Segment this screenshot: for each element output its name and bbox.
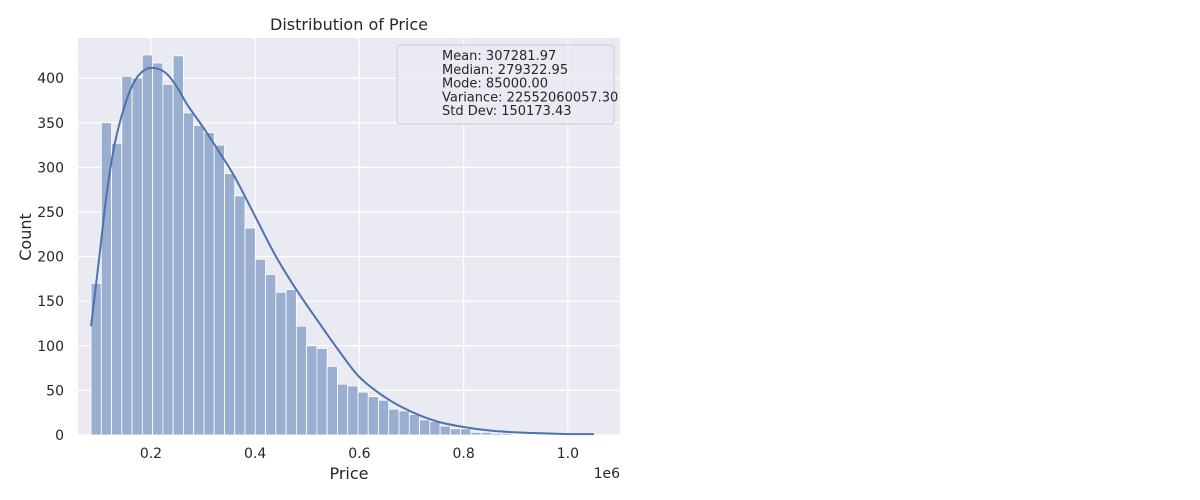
- x-tick-label: 0.4: [244, 446, 266, 462]
- histogram-bar: [152, 62, 164, 436]
- histogram-bar: [234, 195, 246, 436]
- histogram-bar: [378, 399, 390, 436]
- y-tick-label: 150: [37, 294, 64, 310]
- histogram-bar: [460, 428, 472, 436]
- histogram-bar: [491, 432, 503, 436]
- histogram-bar: [306, 345, 318, 436]
- histogram-bar: [295, 325, 308, 436]
- stats-legend-line: Median: 279322.95: [442, 63, 568, 78]
- x-tick-label: 0.8: [453, 446, 475, 462]
- histogram-bar: [224, 173, 236, 436]
- histogram-bar: [203, 132, 215, 436]
- x-tick-label: 0.6: [348, 446, 370, 462]
- y-tick-label: 250: [37, 205, 64, 221]
- histogram-bar: [501, 432, 513, 436]
- histogram-bar: [162, 83, 174, 436]
- histogram-bar: [265, 274, 277, 436]
- stats-legend-line: Mean: 307281.97: [442, 49, 556, 64]
- x-tick-label: 0.2: [140, 446, 162, 462]
- histogram-bar: [398, 410, 410, 436]
- histogram-bar: [254, 258, 266, 436]
- histogram-bar: [183, 112, 195, 436]
- histogram-bar: [388, 408, 400, 436]
- histogram-bar: [357, 391, 369, 436]
- histogram-bar: [419, 419, 431, 436]
- histogram-bar: [532, 433, 544, 436]
- histogram-bar: [111, 142, 123, 436]
- y-tick-label: 0: [55, 428, 64, 444]
- x-axis-ticks: 0.2 0.4 0.6 0.8 1.0: [140, 446, 579, 462]
- y-tick-label: 350: [37, 116, 64, 132]
- x-axis-offset-label: 1e6: [594, 466, 621, 482]
- y-axis-label: Count: [16, 213, 35, 261]
- histogram-bar: [193, 125, 205, 436]
- histogram-bar: [213, 144, 225, 436]
- histogram-bar: [439, 425, 451, 436]
- histogram-bar: [172, 55, 184, 436]
- stats-legend-box: [396, 44, 615, 125]
- kde-curve: [90, 66, 594, 436]
- stats-legend-line: Mode: 85000.00: [442, 77, 548, 92]
- chart-title: Distribution of Price: [270, 15, 428, 34]
- x-tick-label: 1.0: [557, 446, 579, 462]
- y-tick-label: 400: [37, 71, 64, 87]
- histogram-bar: [244, 227, 256, 436]
- y-axis-ticks: 0 50 100 150 200 250 300 350 400: [37, 71, 64, 444]
- histogram-bars: [90, 54, 595, 436]
- y-tick-label: 300: [37, 160, 64, 176]
- histogram-bar: [521, 433, 533, 436]
- histogram-bar: [337, 383, 349, 436]
- histogram-bar: [316, 348, 328, 436]
- histogram-bar: [347, 385, 359, 436]
- histogram-bar: [449, 428, 462, 436]
- histogram-bar: [480, 431, 492, 436]
- histogram-bar: [131, 77, 143, 436]
- histogram-bar: [285, 289, 297, 436]
- x-axis-label: Price: [329, 464, 368, 483]
- histogram-bar: [121, 75, 133, 436]
- histogram-bar: [429, 421, 441, 436]
- histogram-bar: [367, 396, 379, 436]
- stats-legend-line: Std Dev: 150173.43: [442, 104, 572, 119]
- histogram-bar: [275, 291, 287, 436]
- stats-legend-line: Variance: 22552060057.30: [442, 90, 618, 105]
- y-tick-label: 100: [37, 339, 64, 355]
- y-tick-label: 200: [37, 250, 64, 266]
- histogram-bar: [326, 365, 338, 436]
- histogram-bar: [408, 414, 420, 436]
- y-tick-label: 50: [46, 383, 64, 399]
- histogram-bar: [141, 54, 154, 436]
- histogram-bar: [470, 431, 482, 436]
- histogram-bar: [511, 433, 523, 436]
